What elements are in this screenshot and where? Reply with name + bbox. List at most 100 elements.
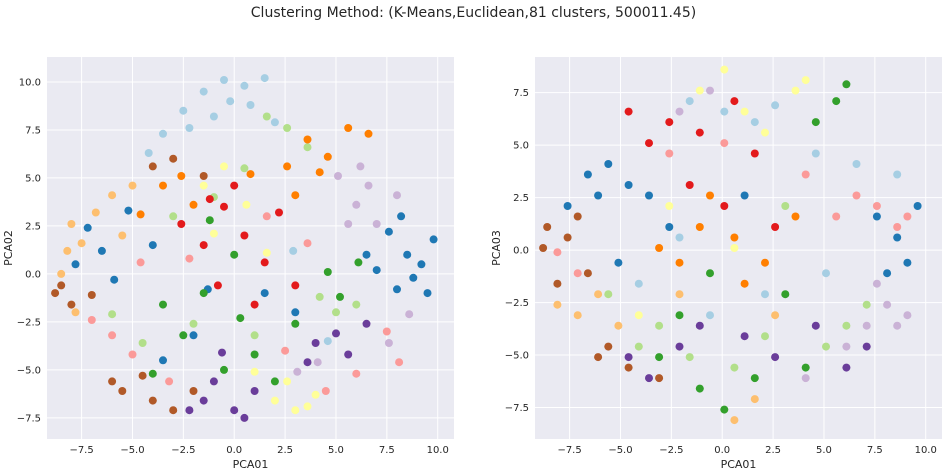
scatter-point <box>220 365 228 374</box>
scatter-point <box>189 319 198 328</box>
y-tick-label: 0.0 <box>25 269 41 280</box>
scatter-point <box>645 191 653 200</box>
scatter-point <box>352 369 361 378</box>
scatter-point <box>720 405 729 414</box>
y-tick-label: −7.5 <box>505 403 529 414</box>
scatter-point <box>138 339 147 347</box>
scatter-point <box>138 371 147 380</box>
y-tick-label: −2.5 <box>505 298 529 309</box>
scatter-point <box>811 321 820 330</box>
scatter-point <box>563 233 572 242</box>
scatter-point <box>293 367 302 376</box>
scatter-point <box>209 377 218 386</box>
scatter-point <box>323 337 332 346</box>
scatter-point <box>695 223 704 231</box>
gridlines <box>535 57 942 439</box>
scatter-point <box>185 124 194 132</box>
scatter-point <box>323 152 332 161</box>
scatter-point <box>594 191 603 200</box>
scatter-point <box>903 258 912 267</box>
scatter-point <box>218 348 226 357</box>
scatter-point <box>108 377 117 386</box>
scatter-point <box>159 356 167 365</box>
scatter-point <box>791 212 800 221</box>
scatter-point <box>364 181 373 190</box>
scatter-point <box>315 168 324 177</box>
y-tick-label: −7.5 <box>17 413 41 424</box>
scatter-point <box>614 321 623 330</box>
scatter-point <box>344 350 353 359</box>
scatter-point <box>695 86 704 95</box>
scatter-point <box>645 139 653 148</box>
scatter-point <box>118 387 127 395</box>
plot-area <box>535 57 942 439</box>
x-tick-label: −2.5 <box>659 445 683 456</box>
scatter-point <box>220 76 228 84</box>
scatter-point <box>883 300 892 309</box>
scatter-point <box>177 172 186 180</box>
scatter-point <box>250 350 259 359</box>
scatter-point <box>614 258 623 267</box>
scatter-point <box>893 223 902 231</box>
scatter-point <box>695 128 704 137</box>
scatter-point <box>811 149 820 158</box>
scatter-point <box>852 160 861 168</box>
x-tick-label: −2.5 <box>171 445 195 456</box>
scatter-point <box>822 269 830 278</box>
scatter-point <box>720 65 729 74</box>
scatter-point <box>372 266 381 275</box>
scatter-point <box>822 342 830 351</box>
scatter-point <box>903 212 912 221</box>
scatter-point <box>791 86 800 95</box>
scatter-point <box>740 191 749 200</box>
scatter-point <box>872 279 881 288</box>
scatter-point <box>862 321 871 330</box>
x-tick-label: 2.5 <box>765 445 781 456</box>
y-tick-label: 2.5 <box>25 221 41 232</box>
scatter-point <box>553 300 562 309</box>
scatter-point <box>240 231 249 240</box>
scatter-point <box>311 390 320 399</box>
scatter-point <box>842 321 851 330</box>
scatter-point <box>169 406 178 415</box>
scatter-point <box>262 248 271 257</box>
scatter-point <box>842 80 851 89</box>
scatter-point <box>750 118 759 127</box>
scatter-point <box>645 374 653 383</box>
scatter-point <box>883 269 892 278</box>
scatter-point <box>270 118 279 127</box>
scatter-point <box>270 396 279 405</box>
scatter-point <box>655 244 664 252</box>
scatter-point <box>730 244 739 252</box>
scatter-point <box>675 290 684 299</box>
scatter-point <box>730 97 739 106</box>
x-tick-label: 5.0 <box>816 445 832 456</box>
scatter-point <box>289 246 298 255</box>
scatter-point <box>260 289 269 298</box>
scatter-point <box>189 331 198 340</box>
scatter-point <box>842 363 851 372</box>
x-tick-label: 2.5 <box>277 445 293 456</box>
y-tick-label: 0.0 <box>513 246 529 257</box>
scatter-point <box>108 310 117 319</box>
scatter-point <box>144 149 153 157</box>
scatter-point <box>291 281 300 290</box>
scatter-point <box>220 162 228 171</box>
scatter-point <box>128 181 137 190</box>
scatter-point <box>706 191 714 200</box>
scatter-point <box>761 258 769 267</box>
scatter-point <box>573 212 582 221</box>
scatter-point <box>57 269 66 278</box>
scatter-point <box>720 107 729 116</box>
scatter-point <box>262 112 271 121</box>
scatter-point <box>706 86 714 95</box>
y-tick-label: −5.0 <box>17 365 41 376</box>
scatter-point <box>563 202 572 210</box>
scatter-point <box>362 250 371 259</box>
scatter-point <box>270 377 279 386</box>
y-tick-label: 5.0 <box>25 173 41 184</box>
scatter-point <box>67 300 76 309</box>
scatter-point <box>313 358 322 367</box>
scatter-point <box>573 269 582 278</box>
